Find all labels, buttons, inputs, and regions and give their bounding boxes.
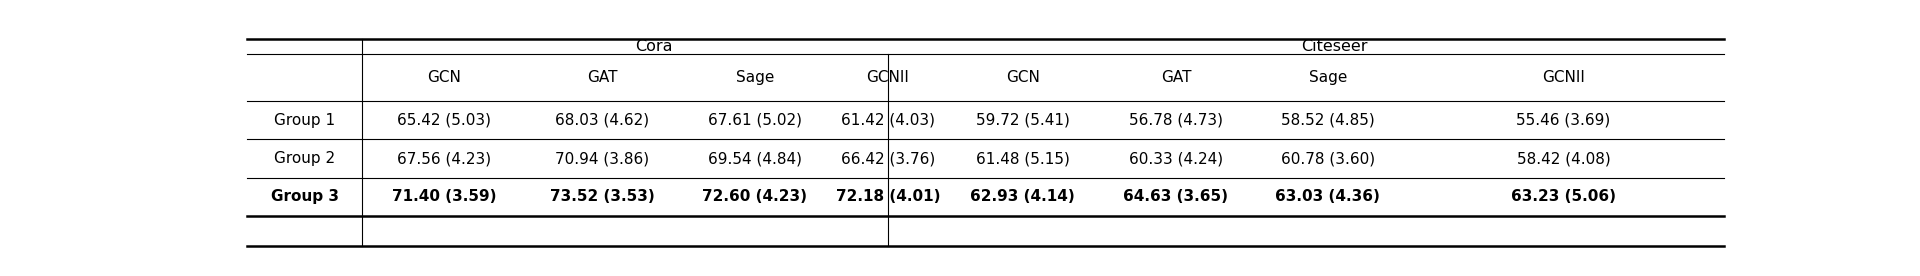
Text: GCN: GCN — [426, 70, 461, 85]
Text: Citeseer: Citeseer — [1302, 39, 1367, 54]
Text: Sage: Sage — [735, 70, 774, 85]
Text: 61.48 (5.15): 61.48 (5.15) — [975, 151, 1069, 166]
Text: 63.23 (5.06): 63.23 (5.06) — [1511, 189, 1617, 204]
Text: 68.03 (4.62): 68.03 (4.62) — [555, 113, 649, 128]
Text: 71.40 (3.59): 71.40 (3.59) — [392, 189, 495, 204]
Text: GCNII: GCNII — [1542, 70, 1586, 85]
Text: Group 2: Group 2 — [275, 151, 336, 166]
Text: 70.94 (3.86): 70.94 (3.86) — [555, 151, 649, 166]
Text: 67.56 (4.23): 67.56 (4.23) — [397, 151, 492, 166]
Text: GAT: GAT — [588, 70, 618, 85]
Text: 55.46 (3.69): 55.46 (3.69) — [1517, 113, 1611, 128]
Text: 66.42 (3.76): 66.42 (3.76) — [841, 151, 935, 166]
Text: 73.52 (3.53): 73.52 (3.53) — [549, 189, 655, 204]
Text: 58.52 (4.85): 58.52 (4.85) — [1281, 113, 1375, 128]
Text: 65.42 (5.03): 65.42 (5.03) — [397, 113, 492, 128]
Text: GAT: GAT — [1162, 70, 1190, 85]
Text: Cora: Cora — [636, 39, 672, 54]
Text: 56.78 (4.73): 56.78 (4.73) — [1129, 113, 1223, 128]
Text: 63.03 (4.36): 63.03 (4.36) — [1275, 189, 1380, 204]
Text: Group 1: Group 1 — [275, 113, 336, 128]
Text: GCN: GCN — [1006, 70, 1039, 85]
Text: 58.42 (4.08): 58.42 (4.08) — [1517, 151, 1611, 166]
Text: 59.72 (5.41): 59.72 (5.41) — [975, 113, 1069, 128]
Text: Sage: Sage — [1309, 70, 1348, 85]
Text: 60.78 (3.60): 60.78 (3.60) — [1281, 151, 1375, 166]
Text: Group 3: Group 3 — [271, 189, 338, 204]
Text: 64.63 (3.65): 64.63 (3.65) — [1123, 189, 1229, 204]
Text: 69.54 (4.84): 69.54 (4.84) — [708, 151, 803, 166]
Text: 62.93 (4.14): 62.93 (4.14) — [970, 189, 1075, 204]
Text: 72.60 (4.23): 72.60 (4.23) — [703, 189, 806, 204]
Text: 72.18 (4.01): 72.18 (4.01) — [835, 189, 941, 204]
Text: 67.61 (5.02): 67.61 (5.02) — [708, 113, 803, 128]
Text: 61.42 (4.03): 61.42 (4.03) — [841, 113, 935, 128]
Text: GCNII: GCNII — [866, 70, 910, 85]
Text: 60.33 (4.24): 60.33 (4.24) — [1129, 151, 1223, 166]
